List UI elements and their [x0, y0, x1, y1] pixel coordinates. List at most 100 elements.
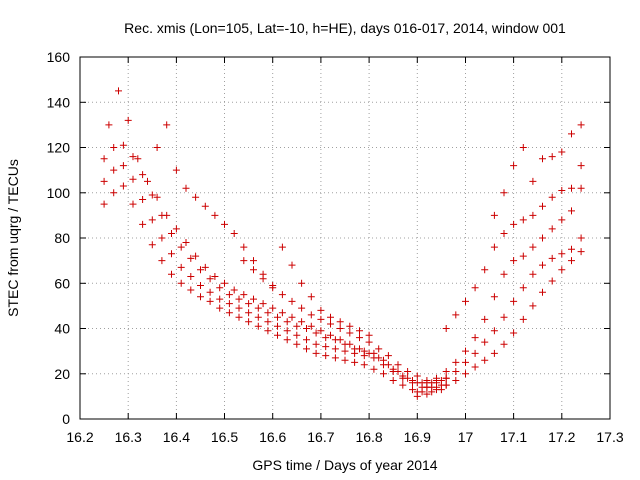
x-tick-label: 16.2: [66, 429, 93, 445]
y-tick-label: 100: [47, 185, 71, 201]
data-point: [119, 182, 127, 190]
y-tick-label: 80: [54, 230, 70, 246]
data-point: [370, 365, 378, 373]
data-point: [211, 211, 219, 219]
data-point: [510, 329, 518, 337]
data-point: [404, 374, 412, 382]
data-point: [259, 275, 267, 283]
data-point: [211, 273, 219, 280]
x-tick-labels: 16.2 16.3 16.4 16.5 16.6 16.7 16.8 16.9 17 17.1 17…: [66, 429, 623, 445]
data-point: [144, 177, 151, 185]
data-point: [442, 368, 450, 375]
y-tick-label: 40: [54, 321, 70, 337]
data-point: [510, 297, 518, 305]
data-point: [278, 291, 286, 299]
data-point: [298, 304, 306, 312]
data-point: [274, 322, 281, 330]
data-point: [539, 155, 546, 163]
data-point: [274, 331, 281, 339]
y-axis-label: STEC from uqrg / TECUs: [5, 159, 21, 317]
data-point: [298, 279, 306, 287]
data-point: [254, 304, 262, 312]
data-point: [288, 261, 296, 269]
data-point: [331, 354, 339, 362]
data-point: [139, 220, 147, 228]
data-point: [182, 184, 190, 192]
data-point: [312, 349, 320, 357]
data-point: [293, 331, 301, 339]
data-point: [341, 356, 349, 364]
data-point: [153, 193, 161, 201]
data-point: [100, 155, 108, 163]
data-point: [529, 302, 537, 310]
data-point: [490, 327, 498, 335]
data-point: [240, 291, 248, 299]
data-point: [577, 184, 585, 192]
data-point: [264, 318, 272, 326]
y-tick-labels: 0 20 40 60 80 100 120 140 160: [47, 49, 71, 427]
data-point: [558, 187, 566, 194]
data-point: [322, 343, 330, 351]
data-point: [264, 309, 272, 317]
data-point: [490, 293, 498, 301]
y-tick-label: 20: [54, 366, 70, 382]
y-tick-label: 60: [54, 275, 70, 291]
y-tick-label: 160: [47, 49, 71, 65]
data-point: [341, 347, 349, 355]
data-point: [129, 200, 137, 208]
data-point: [356, 327, 363, 335]
data-point: [519, 315, 527, 323]
data-point: [327, 320, 334, 328]
data-point: [481, 315, 489, 323]
data-point: [317, 306, 325, 314]
data-point: [380, 370, 387, 378]
data-point: [254, 322, 262, 330]
data-point: [500, 189, 508, 197]
data-point: [365, 338, 373, 346]
data-point: [235, 313, 243, 321]
data-point: [100, 177, 108, 185]
data-point: [462, 370, 469, 378]
data-point: [413, 388, 421, 396]
data-point: [568, 207, 575, 215]
data-point: [168, 270, 175, 278]
data-point: [442, 325, 450, 332]
data-point: [216, 304, 224, 312]
data-point: [529, 211, 537, 219]
data-point: [269, 304, 277, 312]
data-point: [433, 386, 440, 394]
data-point: [471, 363, 479, 371]
data-point: [148, 241, 156, 249]
data-point: [124, 116, 132, 124]
data-point: [384, 361, 392, 369]
x-tick-label: 16.9: [404, 429, 431, 445]
data-point: [548, 193, 556, 201]
x-tick-label: 17.1: [500, 429, 527, 445]
data-point: [558, 266, 566, 274]
data-point: [500, 270, 508, 278]
data-point: [283, 336, 291, 344]
data-point: [240, 243, 248, 251]
data-point: [307, 293, 315, 301]
grid-lines: [80, 57, 610, 419]
data-point: [529, 243, 537, 251]
data-point: [187, 286, 195, 294]
data-point: [548, 277, 556, 285]
data-point: [148, 216, 156, 224]
data-point: [264, 327, 272, 335]
data-point: [399, 381, 407, 389]
data-point: [548, 254, 556, 262]
data-point: [548, 225, 556, 233]
data-point: [221, 220, 228, 228]
data-point: [250, 295, 257, 303]
data-point: [471, 284, 479, 292]
data-point: [216, 284, 224, 292]
x-tick-label: 16.5: [211, 429, 238, 445]
data-point: [452, 311, 460, 319]
data-point: [490, 349, 498, 357]
data-point: [409, 386, 416, 394]
data-point: [462, 358, 469, 366]
data-point: [288, 297, 296, 305]
data-point: [139, 196, 147, 203]
y-tick-label: 0: [62, 411, 70, 427]
